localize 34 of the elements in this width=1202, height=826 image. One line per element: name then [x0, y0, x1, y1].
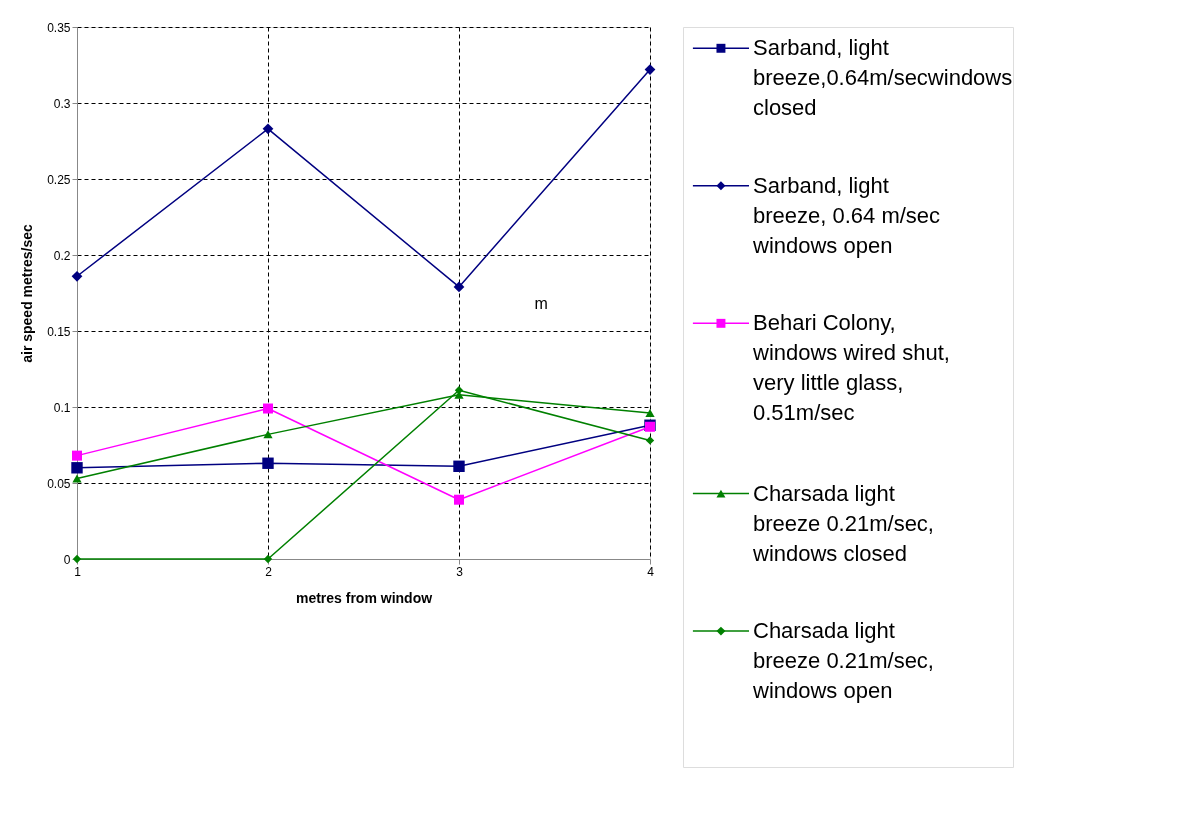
point — [263, 430, 273, 439]
point — [262, 457, 274, 469]
y-tick-label: 0.2 — [53, 248, 71, 263]
legend-label: Behari Colony, windows wired shut, very little glass, 0.51m/sec — [752, 310, 950, 426]
y-tick-label: 0.15 — [47, 324, 71, 339]
x-tick-label: 1 — [74, 564, 82, 579]
y-tick-label: 0.3 — [53, 96, 71, 111]
point — [263, 403, 273, 414]
point — [453, 281, 465, 293]
legend-label: Sarband, light breeze, 0.64 m/sec windows open — [752, 172, 941, 258]
legend-label: Charsada light breeze 0.21m/sec, windows closed — [752, 480, 934, 566]
point — [71, 462, 83, 474]
y-tick-label: 0.05 — [47, 476, 71, 491]
y-tick-label: 0.25 — [47, 172, 71, 187]
y-axis-title: air speed metres/sec — [19, 224, 36, 363]
point — [454, 494, 464, 505]
point — [262, 123, 274, 135]
x-tick-label: 2 — [265, 564, 273, 579]
y-tick-label: 0 — [63, 552, 71, 567]
annotation: m — [534, 294, 548, 312]
legend-label: Charsada light breeze 0.21m/sec, windows open — [752, 618, 934, 704]
point — [454, 386, 464, 395]
x-axis-title: metres from window — [295, 589, 433, 606]
y-tick-label: 0.1 — [53, 400, 71, 415]
y-tick-label: 0.35 — [47, 20, 71, 35]
x-tick-label: 3 — [456, 564, 464, 579]
point — [645, 409, 655, 418]
point — [645, 436, 655, 445]
point — [71, 270, 83, 282]
point — [263, 554, 273, 564]
x-tick-label: 4 — [647, 564, 655, 579]
point — [453, 460, 465, 472]
legend-label: Sarband, light breeze,0.64m/secwindows closed — [753, 35, 1013, 121]
point — [72, 450, 82, 461]
